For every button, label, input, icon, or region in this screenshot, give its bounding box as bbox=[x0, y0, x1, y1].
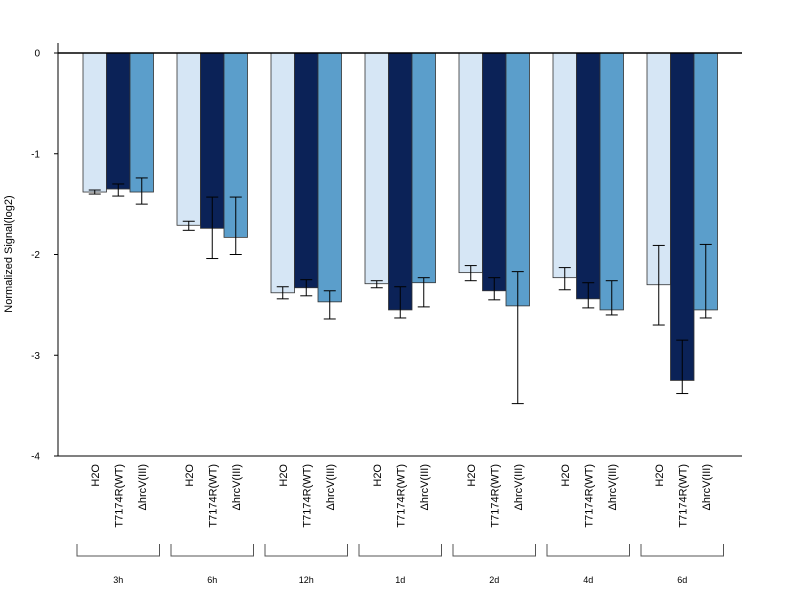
bar bbox=[317, 52, 342, 303]
y-tick-label: 0 bbox=[34, 49, 40, 60]
condition-label: T7174R(WT) bbox=[395, 464, 407, 528]
bar bbox=[599, 52, 624, 311]
group-label: 6h bbox=[207, 575, 217, 585]
group-label: 12h bbox=[299, 575, 314, 585]
bar bbox=[270, 52, 295, 294]
condition-label: ΔhrcV(III) bbox=[607, 464, 619, 510]
group-bracket bbox=[640, 544, 724, 557]
bar bbox=[482, 52, 507, 292]
group-label: 3h bbox=[113, 575, 123, 585]
y-tick-label: -1 bbox=[31, 149, 40, 160]
group-bracket bbox=[452, 544, 536, 557]
condition-label: H2O bbox=[560, 464, 572, 487]
bar bbox=[411, 52, 436, 284]
y-axis-title: Normalized Signal(log2) bbox=[3, 195, 15, 312]
condition-label: T7174R(WT) bbox=[677, 464, 689, 528]
condition-label: T7174R(WT) bbox=[301, 464, 313, 528]
bar bbox=[576, 52, 601, 300]
group-label: 2d bbox=[489, 575, 499, 585]
bar bbox=[364, 52, 389, 285]
condition-label: ΔhrcV(III) bbox=[325, 464, 337, 510]
condition-label: ΔhrcV(III) bbox=[137, 464, 149, 510]
condition-label: H2O bbox=[372, 464, 384, 487]
condition-label: H2O bbox=[184, 464, 196, 487]
group-bracket bbox=[358, 544, 442, 557]
y-tick-label: -2 bbox=[31, 250, 40, 261]
condition-label: ΔhrcV(III) bbox=[419, 464, 431, 510]
bar bbox=[176, 52, 201, 226]
bar bbox=[458, 52, 483, 274]
group-label: 4d bbox=[583, 575, 593, 585]
bar bbox=[129, 52, 154, 193]
condition-label: T7174R(WT) bbox=[207, 464, 219, 528]
condition-label: ΔhrcV(III) bbox=[701, 464, 713, 510]
group-label: 6d bbox=[677, 575, 687, 585]
bar bbox=[505, 52, 530, 307]
group-bracket bbox=[76, 544, 160, 557]
condition-label: H2O bbox=[90, 464, 102, 487]
bar bbox=[388, 52, 413, 311]
bar bbox=[294, 52, 319, 289]
condition-label: T7174R(WT) bbox=[489, 464, 501, 528]
condition-label: ΔhrcV(III) bbox=[513, 464, 525, 510]
y-tick-label: -3 bbox=[31, 351, 40, 362]
condition-label: H2O bbox=[466, 464, 478, 487]
condition-label: H2O bbox=[278, 464, 290, 487]
condition-label: ΔhrcV(III) bbox=[231, 464, 243, 510]
bar bbox=[670, 52, 695, 381]
group-bracket bbox=[546, 544, 630, 557]
group-bracket bbox=[170, 544, 254, 557]
group-bracket bbox=[264, 544, 348, 557]
y-tick-label: -4 bbox=[31, 452, 40, 463]
condition-label: T7174R(WT) bbox=[113, 464, 125, 528]
bar bbox=[106, 52, 131, 190]
group-label: 1d bbox=[395, 575, 405, 585]
condition-label: H2O bbox=[654, 464, 666, 487]
bar bbox=[82, 52, 107, 193]
bar bbox=[552, 52, 577, 279]
condition-label: T7174R(WT) bbox=[583, 464, 595, 528]
